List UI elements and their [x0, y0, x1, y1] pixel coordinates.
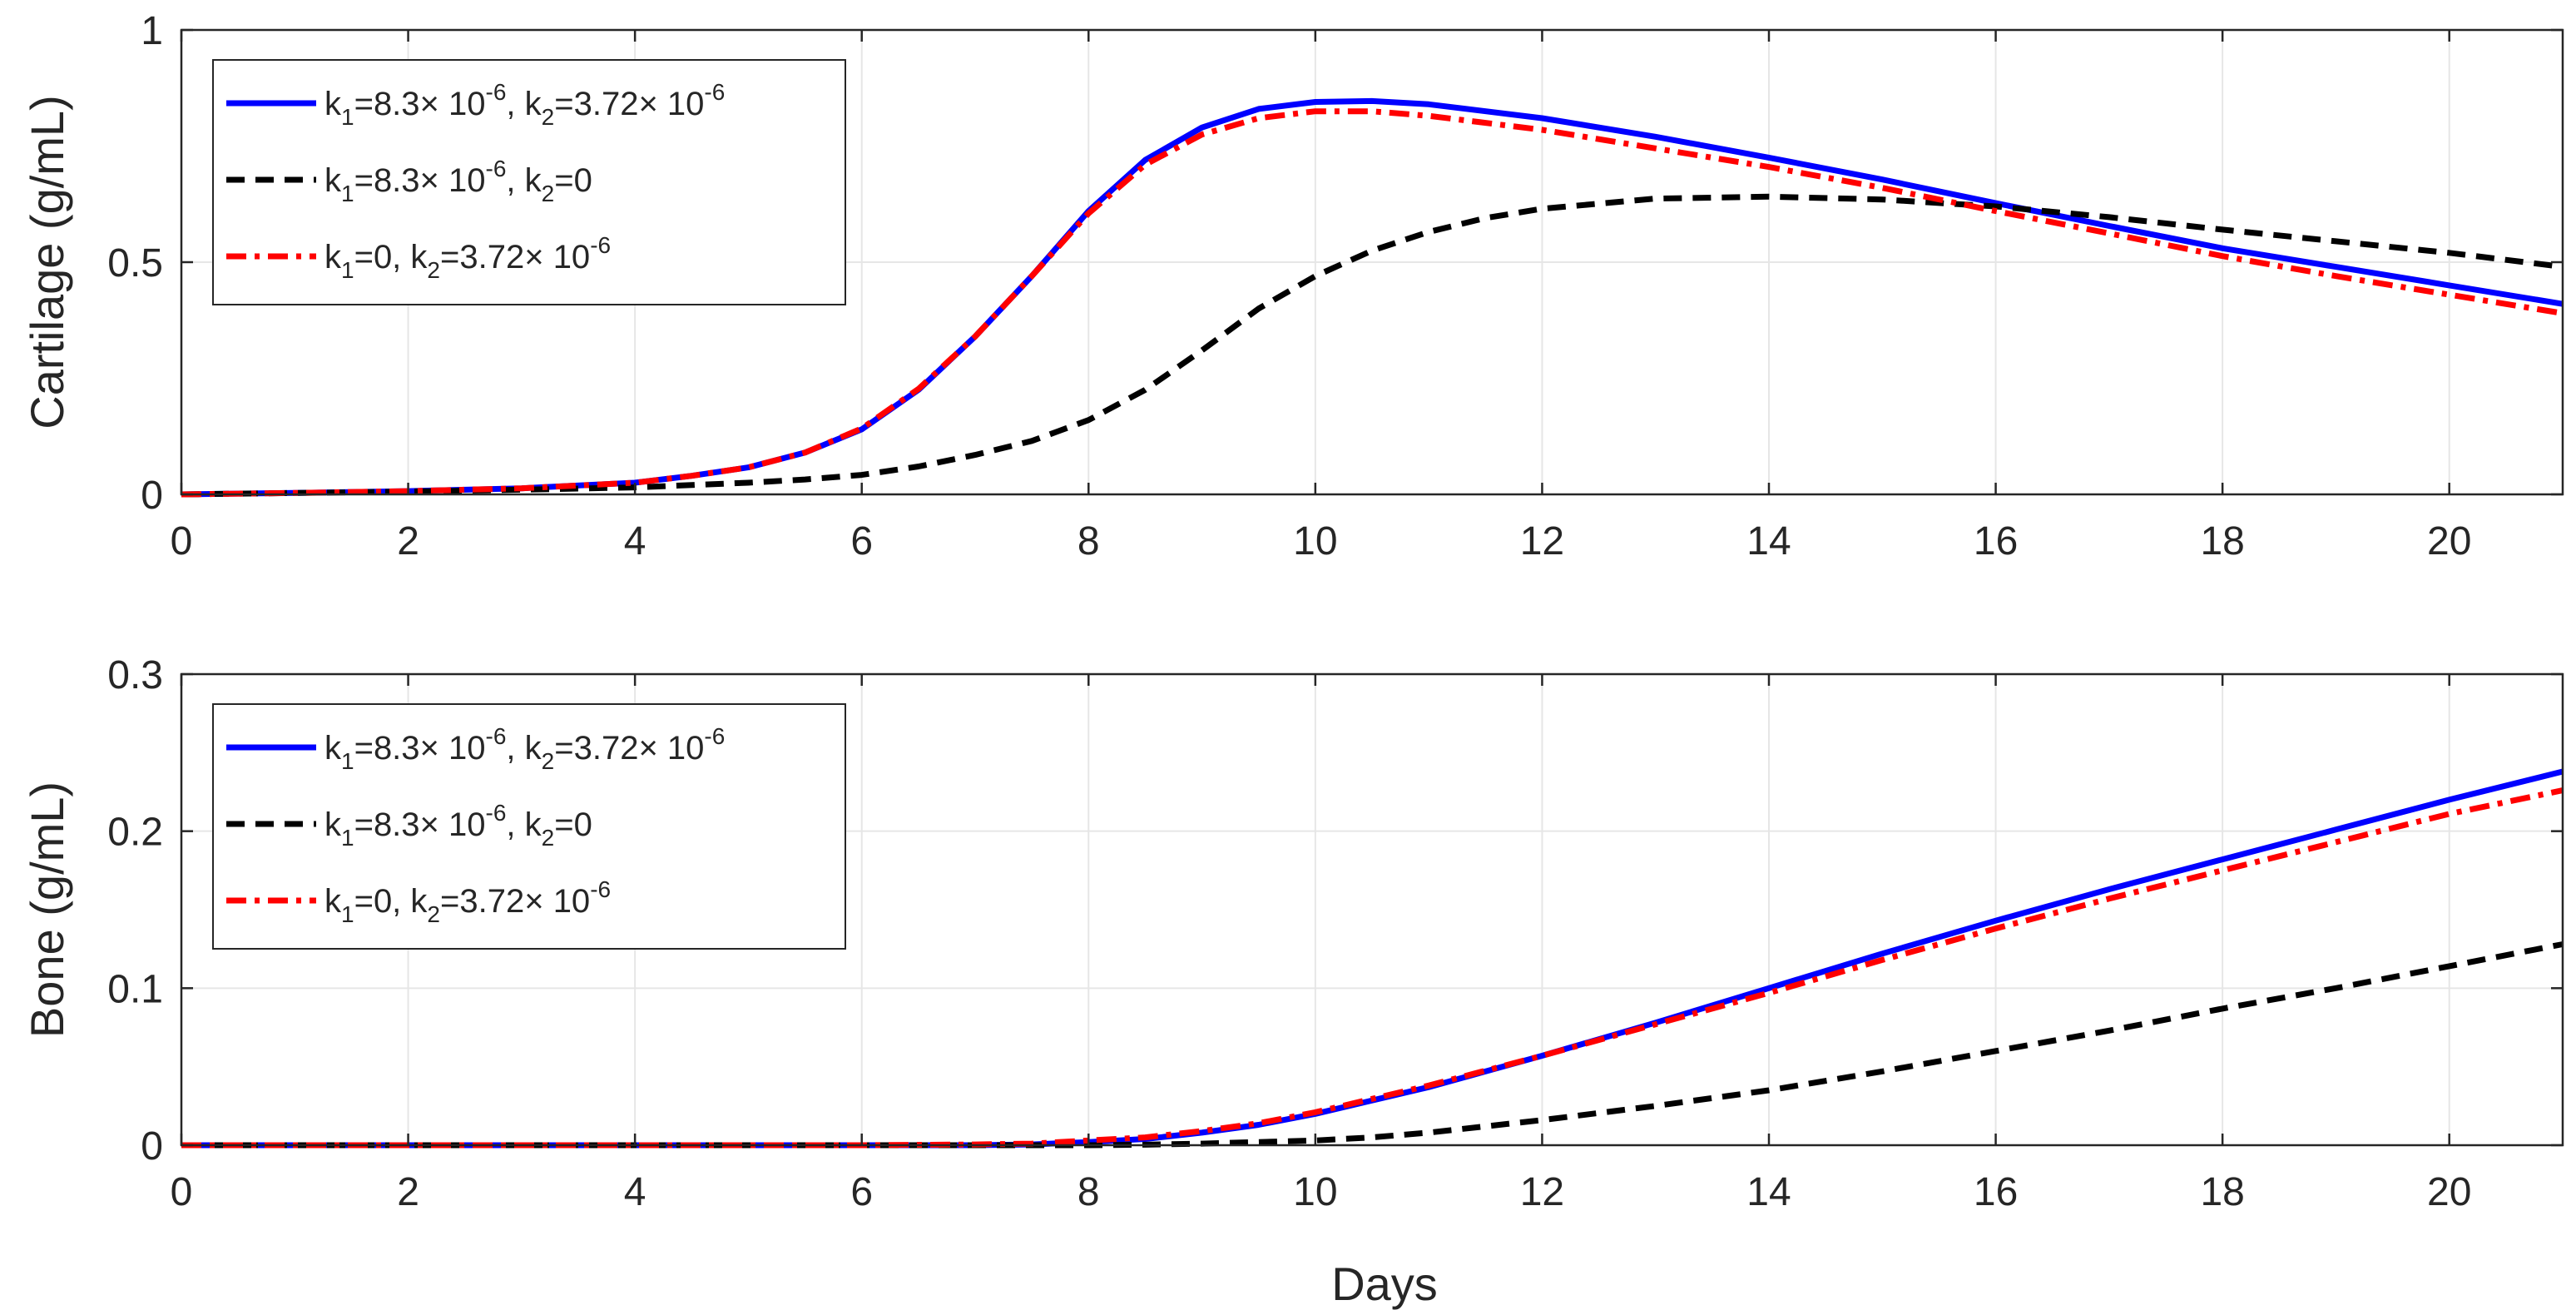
y-tick-label: 0 — [141, 1124, 163, 1169]
x-tick-label: 2 — [397, 1170, 419, 1214]
legend-label-2: k1​=8.3× 10-6​, k2​=0 — [324, 800, 592, 851]
legend: k1​=8.3× 10-6​, k2​=3.72× 10-6​ k1​=8.3× … — [212, 59, 846, 305]
x-tick-label: 8 — [1077, 1170, 1100, 1214]
x-tick-label: 16 — [1974, 519, 2018, 563]
x-tick-label: 0 — [171, 1170, 193, 1214]
y-tick-label: 0.5 — [107, 241, 163, 285]
legend-label-1: k1​=8.3× 10-6​, k2​=3.72× 10-6​ — [324, 723, 725, 774]
x-tick-label: 12 — [1520, 519, 1564, 563]
series-line-2 — [181, 193, 2564, 498]
y-tick-label: 0.3 — [107, 653, 163, 697]
x-tick-label: 18 — [2200, 519, 2244, 563]
series-line-2 — [181, 941, 2564, 1149]
axes-box — [180, 672, 2564, 1147]
legend-box — [212, 59, 846, 305]
y-axis-label: Cartilage (g/mL) — [21, 95, 73, 429]
x-tick-label: 4 — [624, 519, 646, 563]
cartilage-panel: 0 2 4 6 8 10 12 14 16 18 20 0 0.5 1 Cartilage (g/mL) k1… — [21, 9, 2564, 563]
y-tick-label: 0 — [141, 474, 163, 518]
bone-panel: 0 2 4 6 8 10 12 14 16 18 20 0 0.1 0.2 0.3 Bone (g/mL) k1… — [21, 653, 2564, 1214]
series-line-1 — [181, 97, 2564, 498]
x-tick-label: 4 — [624, 1170, 646, 1214]
series-line-3 — [181, 108, 2564, 498]
y-tick-label: 0.1 — [107, 967, 163, 1011]
legend-box — [212, 703, 846, 950]
x-tick-label: 2 — [397, 519, 419, 563]
y-tick-label: 0.2 — [107, 811, 163, 855]
legend-label-1: k1​=8.3× 10-6​, k2​=3.72× 10-6​ — [324, 79, 725, 130]
legend-label-2: k1​=8.3× 10-6​, k2​=0 — [324, 156, 592, 206]
x-tick-label: 12 — [1520, 1170, 1564, 1214]
legend-label-3: k1​=0, k2​=3.72× 10-6​ — [324, 232, 611, 283]
x-tick-label: 10 — [1293, 1170, 1337, 1214]
x-tick-label: 6 — [850, 519, 873, 563]
x-axis-label: Days — [1331, 1258, 1438, 1310]
x-tick-label: 10 — [1293, 519, 1337, 563]
x-tick-label: 14 — [1746, 1170, 1791, 1214]
x-tick-label: 18 — [2200, 1170, 2244, 1214]
legend-label-3: k1​=0, k2​=3.72× 10-6​ — [324, 876, 611, 927]
x-tick-label: 6 — [850, 1170, 873, 1214]
x-tick-label: 20 — [2427, 1170, 2471, 1214]
y-axis-label: Bone (g/mL) — [21, 782, 73, 1038]
y-tick-label: 1 — [141, 9, 163, 53]
x-tick-label: 20 — [2427, 519, 2471, 563]
x-tick-label: 8 — [1077, 519, 1100, 563]
x-tick-label: 0 — [171, 519, 193, 563]
x-tick-label: 16 — [1974, 1170, 2018, 1214]
x-tick-label: 14 — [1746, 519, 1791, 563]
legend: k1​=8.3× 10-6​, k2​=3.72× 10-6​ k1​=8.3× … — [212, 703, 846, 950]
